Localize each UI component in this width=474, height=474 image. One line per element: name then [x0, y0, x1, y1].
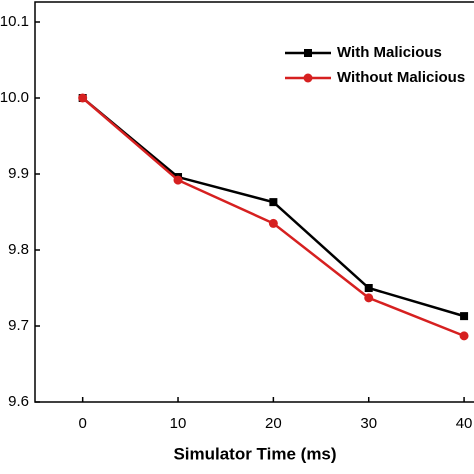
y-tick-label: 10.1 [0, 13, 29, 30]
series-line [81, 97, 465, 318]
plot-frame [34, 1, 474, 403]
data-point [78, 93, 88, 103]
y-tick-label: 9.7 [8, 317, 29, 334]
x-tick-label: 30 [360, 415, 377, 432]
y-tick-label: 10.0 [0, 89, 29, 106]
x-tick-label: 40 [456, 415, 473, 432]
x-tick-label: 0 [79, 415, 87, 432]
y-tick-label: 9.9 [8, 165, 29, 182]
x-tick-label: 20 [265, 415, 282, 432]
data-point [173, 175, 183, 185]
legend-label: Without Malicious [337, 69, 465, 86]
data-point [460, 312, 469, 321]
y-tick-label: 9.6 [8, 393, 29, 410]
data-point [268, 218, 278, 228]
data-point [269, 198, 278, 207]
legend-marker [303, 73, 313, 83]
legend-label: With Malicious [337, 44, 442, 61]
legend-marker [304, 49, 312, 57]
data-point [459, 331, 469, 341]
data-point [364, 284, 373, 292]
y-tick-label: 9.8 [8, 241, 29, 258]
data-point [364, 293, 374, 303]
x-axis-title: Simulator Time (ms) [173, 444, 336, 463]
x-tick-label: 10 [170, 415, 187, 432]
